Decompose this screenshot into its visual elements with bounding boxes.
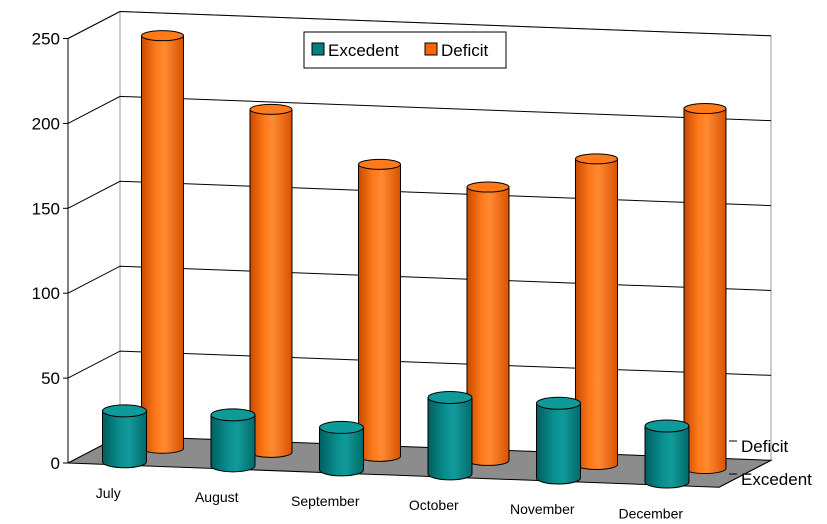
deficit-bar (683, 103, 727, 475)
deficit-bar (140, 30, 184, 454)
y-tick-label: 50 (41, 369, 60, 388)
side-wall (67, 10, 121, 464)
deficit-bar (357, 158, 401, 462)
y-tick-label: 250 (32, 30, 60, 49)
legend-swatch-excedent (311, 42, 325, 56)
excedent-bar-body (101, 410, 147, 469)
y-tick-label: 150 (32, 199, 60, 218)
excedent-bar-body (427, 397, 473, 481)
excedent-bar-body (644, 425, 690, 489)
deficit-bar-body (683, 108, 727, 475)
deficit-bar-body (357, 163, 401, 462)
depth-tick-label: Deficit (741, 437, 789, 456)
excedent-bar-cap (427, 391, 473, 405)
deficit-bar-body (140, 35, 184, 454)
deficit-bar-cap (140, 30, 184, 42)
deficit-bar-cap (683, 103, 727, 115)
excedent-bar (427, 391, 473, 481)
x-tick-label: October (409, 497, 459, 513)
legend-swatch-deficit (424, 42, 438, 56)
excedent-bar-cap (535, 396, 581, 410)
excedent-bar-cap (644, 419, 690, 433)
excedent-bar-cap (210, 408, 256, 422)
depth-axis: Deficit Excedent (729, 437, 812, 489)
y-axis: 0 50 100 150 200 250 (32, 30, 69, 473)
gridline (67, 95, 772, 124)
deficit-bar-body (574, 158, 618, 470)
gridline (67, 10, 772, 39)
x-axis: July August September October November Decemb… (96, 485, 684, 521)
deficit-bar-cap (574, 153, 618, 165)
deficit-bar-body (466, 186, 510, 466)
excedent-bar (318, 420, 364, 477)
deficit-bar-cap (466, 181, 510, 193)
excedent-bar-body (318, 426, 364, 477)
x-tick-label: December (618, 505, 683, 521)
deficit-bar (466, 181, 510, 466)
excedent-bar (535, 396, 581, 485)
excedent-bar (644, 419, 690, 489)
x-tick-label: November (510, 501, 575, 517)
legend: Excedent Deficit (303, 31, 507, 69)
excedent-bar-body (210, 414, 256, 473)
gridline (67, 180, 772, 209)
excedent-bar-cap (101, 404, 147, 418)
deficit-bar (249, 103, 293, 458)
legend-label-excedent: Excedent (328, 41, 399, 60)
legend-box (303, 31, 507, 69)
depth-axis-line (718, 459, 772, 488)
gridline (67, 350, 772, 379)
deficit-bar-cap (357, 158, 401, 170)
y-tick-label: 200 (32, 114, 60, 133)
deficit-bar (574, 153, 618, 470)
excedent-series (101, 391, 690, 489)
excedent-bar-body (535, 402, 581, 485)
excedent-bar-cap (318, 420, 364, 434)
gridlines (67, 10, 772, 379)
x-tick-label: September (291, 493, 360, 509)
deficit-series (140, 30, 727, 475)
x-tick-label: July (96, 485, 121, 501)
depth-tick-label: Excedent (741, 470, 812, 489)
y-tick-label: 100 (32, 284, 60, 303)
legend-label-deficit: Deficit (441, 41, 489, 60)
gridline (67, 265, 772, 294)
x-tick-label: August (195, 489, 239, 505)
excedent-bar (101, 404, 147, 469)
deficit-bar-body (249, 108, 293, 458)
y-tick-label: 0 (51, 454, 60, 473)
excedent-bar (210, 408, 256, 473)
deficit-bar-cap (249, 103, 293, 115)
